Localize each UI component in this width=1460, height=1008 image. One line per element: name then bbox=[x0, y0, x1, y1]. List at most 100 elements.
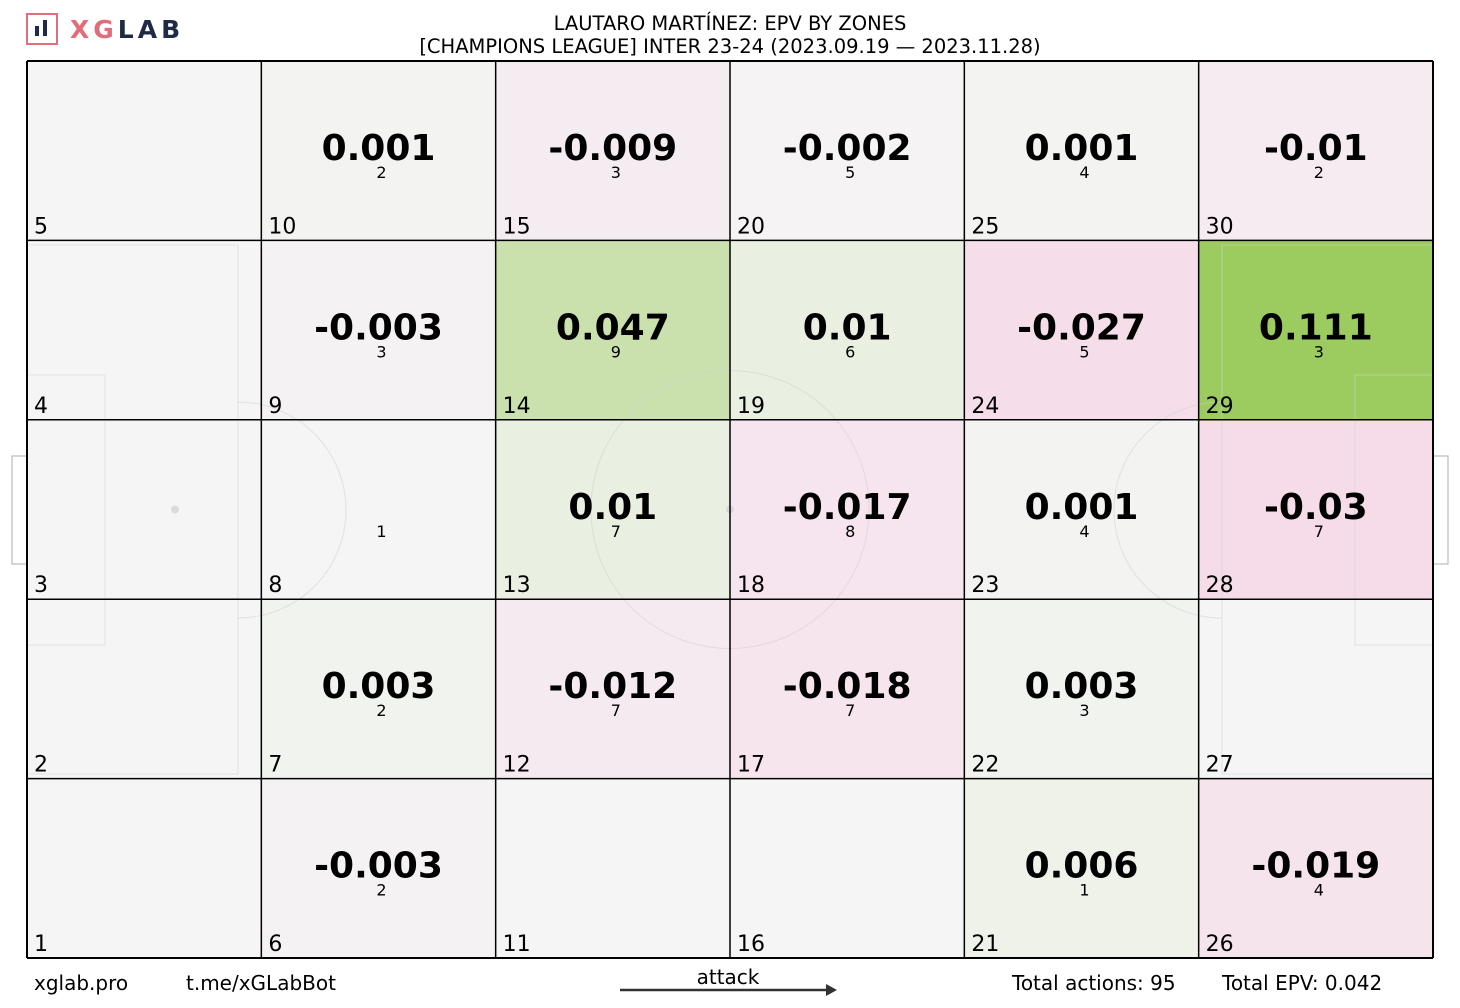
zone-number-3: 3 bbox=[34, 573, 48, 598]
attack-arrow-icon bbox=[826, 984, 837, 996]
zone-number-5: 5 bbox=[34, 214, 48, 239]
zone-number-27: 27 bbox=[1206, 753, 1234, 778]
zone-number-30: 30 bbox=[1206, 214, 1234, 239]
zone-cell-19 bbox=[730, 240, 965, 420]
action-count-label-15: 3 bbox=[611, 163, 621, 182]
action-count-label-30: 2 bbox=[1314, 163, 1324, 182]
zone-cell-14 bbox=[495, 240, 730, 420]
zone-cell-18 bbox=[730, 419, 965, 600]
action-count-label-26: 4 bbox=[1314, 881, 1324, 900]
right-penalty-spot bbox=[1281, 505, 1289, 514]
zone-number-23: 23 bbox=[971, 573, 999, 598]
zone-cell-1 bbox=[27, 778, 262, 958]
zone-cell-5 bbox=[27, 61, 262, 241]
zone-cell-15 bbox=[495, 61, 730, 241]
zone-number-12: 12 bbox=[503, 753, 531, 778]
zone-number-25: 25 bbox=[971, 214, 999, 239]
action-count-label-18: 8 bbox=[845, 522, 855, 541]
epv-value-label-21: 0.006 bbox=[1025, 846, 1139, 887]
zone-cell-25 bbox=[964, 61, 1199, 241]
title-line-2: [CHAMPIONS LEAGUE] INTER 23-24 (2023.09.… bbox=[419, 35, 1041, 58]
action-count-label-13: 7 bbox=[611, 522, 621, 541]
right-goal bbox=[1432, 455, 1449, 565]
zone-number-16: 16 bbox=[737, 932, 765, 957]
zone-number-13: 13 bbox=[503, 573, 531, 598]
zone-number-11: 11 bbox=[503, 932, 531, 957]
title-line-1: LAUTARO MARTÍNEZ: EPV BY ZONES bbox=[553, 12, 907, 35]
zone-number-22: 22 bbox=[971, 753, 999, 778]
logo-text: XGLAB bbox=[70, 15, 184, 44]
epv-value-label-26: -0.019 bbox=[1251, 846, 1380, 887]
zone-number-24: 24 bbox=[971, 394, 999, 419]
epv-value-label-12: -0.012 bbox=[548, 666, 677, 707]
epv-value-label-30: -0.01 bbox=[1264, 128, 1368, 169]
zone-number-10: 10 bbox=[268, 214, 296, 239]
zone-number-20: 20 bbox=[737, 214, 765, 239]
zone-cell-20 bbox=[730, 61, 965, 241]
footer-site[interactable]: xglab.pro bbox=[34, 971, 129, 995]
left-goal bbox=[11, 455, 28, 565]
action-count-label-19: 6 bbox=[845, 342, 855, 361]
zone-cell-26 bbox=[1198, 778, 1433, 958]
action-count-label-20: 5 bbox=[845, 163, 855, 182]
epv-value-label-9: -0.003 bbox=[314, 307, 443, 348]
epv-value-label-17: -0.018 bbox=[783, 666, 912, 707]
zone-number-21: 21 bbox=[971, 932, 999, 957]
action-count-label-29: 3 bbox=[1314, 342, 1324, 361]
epv-value-label-18: -0.017 bbox=[783, 487, 912, 528]
total-epv: Total EPV: 0.042 bbox=[1222, 971, 1383, 995]
zone-number-15: 15 bbox=[503, 214, 531, 239]
xglab-logo: XGLAB bbox=[26, 11, 184, 47]
zone-cell-29 bbox=[1198, 240, 1433, 420]
logo-xg: XG bbox=[70, 14, 118, 44]
zone-number-8: 8 bbox=[268, 573, 282, 598]
zone-cell-17 bbox=[730, 599, 965, 779]
action-count-label-24: 5 bbox=[1079, 342, 1089, 361]
zone-number-9: 9 bbox=[268, 394, 282, 419]
epv-value-label-20: -0.002 bbox=[783, 128, 912, 169]
action-count-label-10: 2 bbox=[376, 163, 386, 182]
zone-cell-27 bbox=[1198, 599, 1433, 779]
epv-value-label-6: -0.003 bbox=[314, 846, 443, 887]
zone-cell-8 bbox=[261, 419, 496, 600]
zone-cell-12 bbox=[495, 599, 730, 779]
action-count-label-25: 4 bbox=[1079, 163, 1089, 182]
right-penalty-arc bbox=[1113, 401, 1223, 619]
zone-cell-22 bbox=[964, 599, 1199, 779]
zone-cell-28 bbox=[1198, 419, 1433, 600]
action-count-label-6: 2 bbox=[376, 881, 386, 900]
action-count-label-7: 2 bbox=[376, 701, 386, 720]
zone-number-14: 14 bbox=[503, 394, 531, 419]
epv-value-label-28: -0.03 bbox=[1264, 487, 1368, 528]
action-count-label-17: 7 bbox=[845, 701, 855, 720]
epv-value-label-7: 0.003 bbox=[322, 666, 436, 707]
zone-number-28: 28 bbox=[1206, 573, 1234, 598]
zone-cell-2 bbox=[27, 599, 262, 779]
zone-cell-23 bbox=[964, 419, 1199, 600]
epv-value-label-13: 0.01 bbox=[568, 487, 657, 528]
zone-cell-24 bbox=[964, 240, 1199, 420]
footer-bot-link[interactable]: t.me/xGLabBot bbox=[186, 971, 336, 995]
action-count-label-9: 3 bbox=[376, 342, 386, 361]
zone-number-17: 17 bbox=[737, 753, 765, 778]
zone-number-18: 18 bbox=[737, 573, 765, 598]
left-penalty-spot bbox=[171, 505, 179, 514]
zone-number-19: 19 bbox=[737, 394, 765, 419]
zone-cell-4 bbox=[27, 240, 262, 420]
zone-cell-10 bbox=[261, 61, 496, 241]
action-count-label-23: 4 bbox=[1079, 522, 1089, 541]
zone-cell-6 bbox=[261, 778, 496, 958]
epv-value-label-15: -0.009 bbox=[548, 128, 677, 169]
zone-cell-13 bbox=[495, 419, 730, 600]
zone-number-2: 2 bbox=[34, 753, 48, 778]
logo-lab: LAB bbox=[117, 14, 185, 44]
epv-value-label-10: 0.001 bbox=[322, 128, 436, 169]
total-actions: Total actions: 95 bbox=[1012, 971, 1176, 995]
zone-number-26: 26 bbox=[1206, 932, 1234, 957]
zone-number-7: 7 bbox=[268, 753, 282, 778]
zone-cell-3 bbox=[27, 419, 262, 600]
action-count-label-28: 7 bbox=[1314, 522, 1324, 541]
action-count-label-21: 1 bbox=[1079, 881, 1089, 900]
attack-label: attack bbox=[696, 965, 760, 989]
epv-value-label-14: 0.047 bbox=[556, 307, 670, 348]
